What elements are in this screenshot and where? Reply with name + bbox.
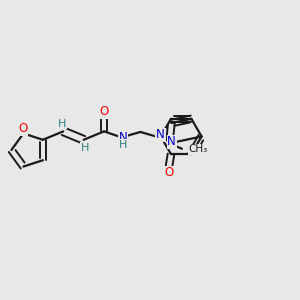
Text: N: N [156,128,165,142]
Text: CH₃: CH₃ [188,144,208,154]
Text: N: N [118,130,127,144]
Text: H: H [81,142,89,153]
Text: O: O [18,122,27,135]
Text: N: N [167,135,176,148]
Text: H: H [119,140,127,150]
Text: O: O [100,105,109,119]
Text: H: H [58,118,66,129]
Text: O: O [164,166,173,179]
